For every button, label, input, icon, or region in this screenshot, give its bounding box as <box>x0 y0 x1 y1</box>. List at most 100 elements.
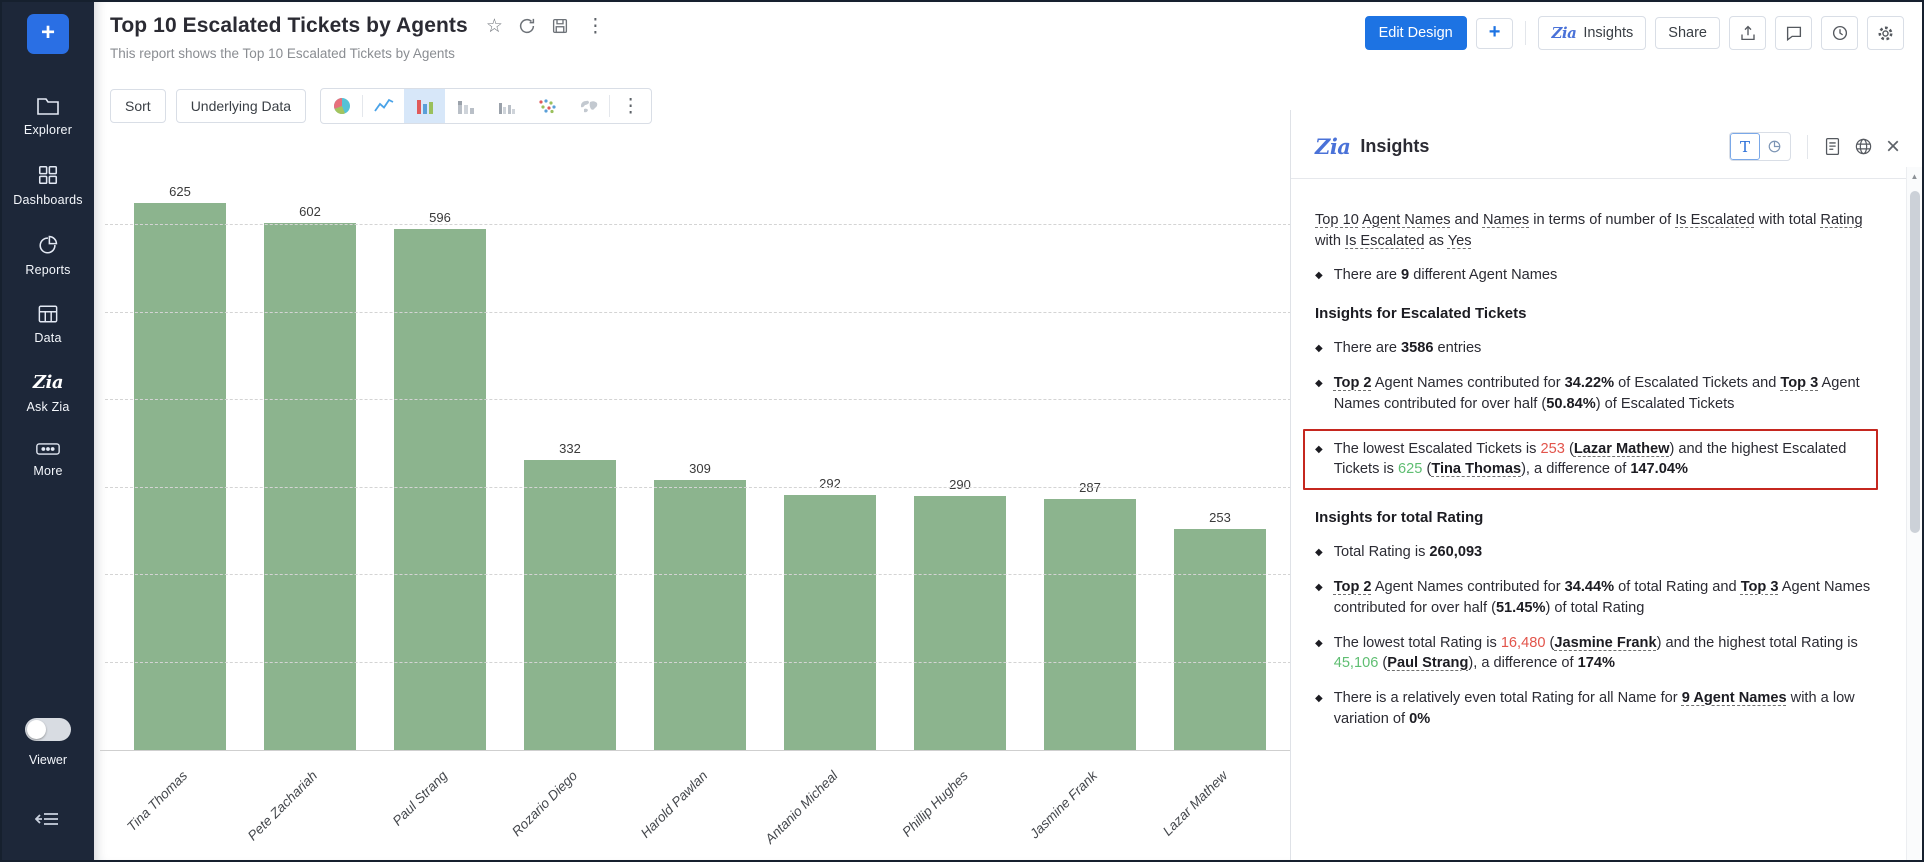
pie-chart-icon[interactable] <box>321 89 362 123</box>
comment-icon[interactable] <box>1775 16 1812 50</box>
sidebar-item-label: Ask Zia <box>26 400 69 414</box>
gridline <box>105 312 1301 313</box>
category-label: Lazar Mathew <box>1160 768 1231 839</box>
diamond-bullet-icon: ◆ <box>1315 633 1323 674</box>
insight-bullet-highlighted: ◆The lowest Escalated Tickets is 253 (La… <box>1303 429 1878 490</box>
summary-document-icon[interactable] <box>1824 137 1841 156</box>
app-window: + Explorer DashboardsReportsData Zia Ask Zi… <box>0 0 1924 862</box>
category-slot: Harold Pawlan <box>635 754 765 859</box>
category-slot: Pete Zachariah <box>245 754 375 859</box>
sidebar-item-reports[interactable]: Reports <box>2 220 94 290</box>
insights-panel: Zia Insights T <box>1290 110 1922 860</box>
sidebar-item-label: Explorer <box>24 123 72 137</box>
bar-value-label: 309 <box>689 461 711 476</box>
viewer-toggle-knob <box>27 720 46 739</box>
create-new-button[interactable]: + <box>27 14 69 54</box>
title-more-menu-icon[interactable]: ⋮ <box>584 15 607 38</box>
language-globe-icon[interactable] <box>1854 137 1873 156</box>
sidebar-item-more[interactable]: More <box>2 427 94 491</box>
report-header: Top 10 Escalated Tickets by Agents ☆ ⋮ T… <box>110 14 607 61</box>
add-button[interactable]: + <box>1476 18 1514 49</box>
insights-section-heading: Insights for Escalated Tickets <box>1315 303 1878 324</box>
gridline <box>105 574 1301 575</box>
sort-button[interactable]: Sort <box>110 89 166 123</box>
panel-scrollbar[interactable]: ▲ <box>1906 167 1922 860</box>
viewer-toggle[interactable] <box>25 718 71 741</box>
scrollbar-thumb[interactable] <box>1910 191 1920 533</box>
bar-antanio-micheal[interactable] <box>784 495 876 750</box>
scrollbar-up-arrow[interactable]: ▲ <box>1907 167 1922 181</box>
chart-type-switcher: ⋮ <box>320 88 652 124</box>
insights-content: Top 10 Agent Names and Names in terms of… <box>1291 193 1906 860</box>
grouped-bar-icon[interactable] <box>486 89 527 123</box>
insight-text: Top 2 Agent Names contributed for 34.22%… <box>1334 373 1878 414</box>
zia-logo: Zia <box>1315 134 1350 159</box>
sidebar-item-dashboards[interactable]: Dashboards <box>2 150 94 220</box>
category-slot: Jasmine Frank <box>1025 754 1155 859</box>
bar-paul-strang[interactable] <box>394 229 486 750</box>
panel-separator <box>1807 135 1808 159</box>
insights-button-label: Insights <box>1583 25 1633 41</box>
underlying-data-button[interactable]: Underlying Data <box>176 89 306 123</box>
category-label: Pete Zachariah <box>245 768 320 843</box>
topbar-separator <box>1525 21 1526 45</box>
bar-chart: 625602596332309292290287253 <box>115 150 1285 750</box>
topbar-actions: Edit Design + Zia Insights Share <box>1365 16 1904 50</box>
export-icon[interactable] <box>1729 16 1766 50</box>
bar-jasmine-frank[interactable] <box>1044 499 1136 750</box>
bar-harold-pawlan[interactable] <box>654 480 746 750</box>
zia-icon: Zia <box>33 372 63 393</box>
share-button[interactable]: Share <box>1655 17 1720 49</box>
bar-slot: 292 <box>765 150 895 750</box>
insight-text: The lowest total Rating is 16,480 (Jasmi… <box>1334 633 1878 674</box>
line-chart-icon[interactable] <box>363 89 404 123</box>
gridline <box>105 399 1301 400</box>
bar-tina-thomas[interactable] <box>134 203 226 750</box>
insights-section-heading: Insights for total Rating <box>1315 507 1878 528</box>
insight-text: There is a relatively even total Rating … <box>1334 688 1878 729</box>
bar-value-label: 625 <box>169 184 191 199</box>
sidebar-item-ask-zia[interactable]: Zia Ask Zia <box>2 358 94 427</box>
panel-divider <box>1291 178 1922 179</box>
category-label: Paul Strang <box>390 768 450 828</box>
favorite-star-icon[interactable]: ☆ <box>486 15 503 38</box>
sidebar-item-data[interactable]: Data <box>2 290 94 358</box>
insight-text: There are 9 different Agent Names <box>1334 265 1558 286</box>
diamond-bullet-icon: ◆ <box>1315 542 1323 563</box>
category-slot: Paul Strang <box>375 754 505 859</box>
category-slot: Phillip Hughes <box>895 754 1025 859</box>
bar-slot: 332 <box>505 150 635 750</box>
edit-design-button[interactable]: Edit Design <box>1365 16 1467 50</box>
settings-gear-icon[interactable] <box>1867 16 1904 50</box>
bar-chart-icon[interactable] <box>404 89 445 123</box>
insight-text: Total Rating is 260,093 <box>1334 542 1482 563</box>
category-slot: Antanio Micheal <box>765 754 895 859</box>
diamond-bullet-icon: ◆ <box>1315 688 1323 729</box>
report-subtitle: This report shows the Top 10 Escalated T… <box>110 46 607 61</box>
data-table-icon <box>37 304 59 324</box>
save-icon[interactable] <box>551 17 569 35</box>
refresh-icon[interactable] <box>518 17 536 35</box>
collapse-sidebar-icon[interactable] <box>35 809 61 834</box>
insights-button[interactable]: Zia Insights <box>1538 16 1646 50</box>
sidebar-item-explorer[interactable]: Explorer <box>2 82 94 150</box>
bar-value-label: 292 <box>819 476 841 491</box>
diamond-bullet-icon: ◆ <box>1315 577 1323 618</box>
stacked-bar-icon[interactable] <box>445 89 486 123</box>
bar-rozario-diego[interactable] <box>524 460 616 750</box>
map-chart-icon[interactable] <box>568 89 609 123</box>
category-label: Antanio Micheal <box>762 768 841 847</box>
history-icon[interactable] <box>1821 16 1858 50</box>
chart-types-more-icon[interactable]: ⋮ <box>610 89 651 123</box>
close-icon[interactable]: × <box>1886 138 1900 156</box>
bar-phillip-hughes[interactable] <box>914 496 1006 750</box>
sidebar-bottom: Viewer <box>25 718 71 860</box>
text-view-button[interactable]: T <box>1730 133 1760 160</box>
insight-bullet: ◆Top 2 Agent Names contributed for 34.22… <box>1315 373 1878 414</box>
scatter-chart-icon[interactable] <box>527 89 568 123</box>
chart-view-button[interactable] <box>1760 133 1790 160</box>
bar-lazar-mathew[interactable] <box>1174 529 1266 750</box>
insight-text: Top 2 Agent Names contributed for 34.44%… <box>1334 577 1878 618</box>
diamond-bullet-icon: ◆ <box>1315 265 1323 286</box>
diamond-bullet-icon: ◆ <box>1315 439 1323 480</box>
